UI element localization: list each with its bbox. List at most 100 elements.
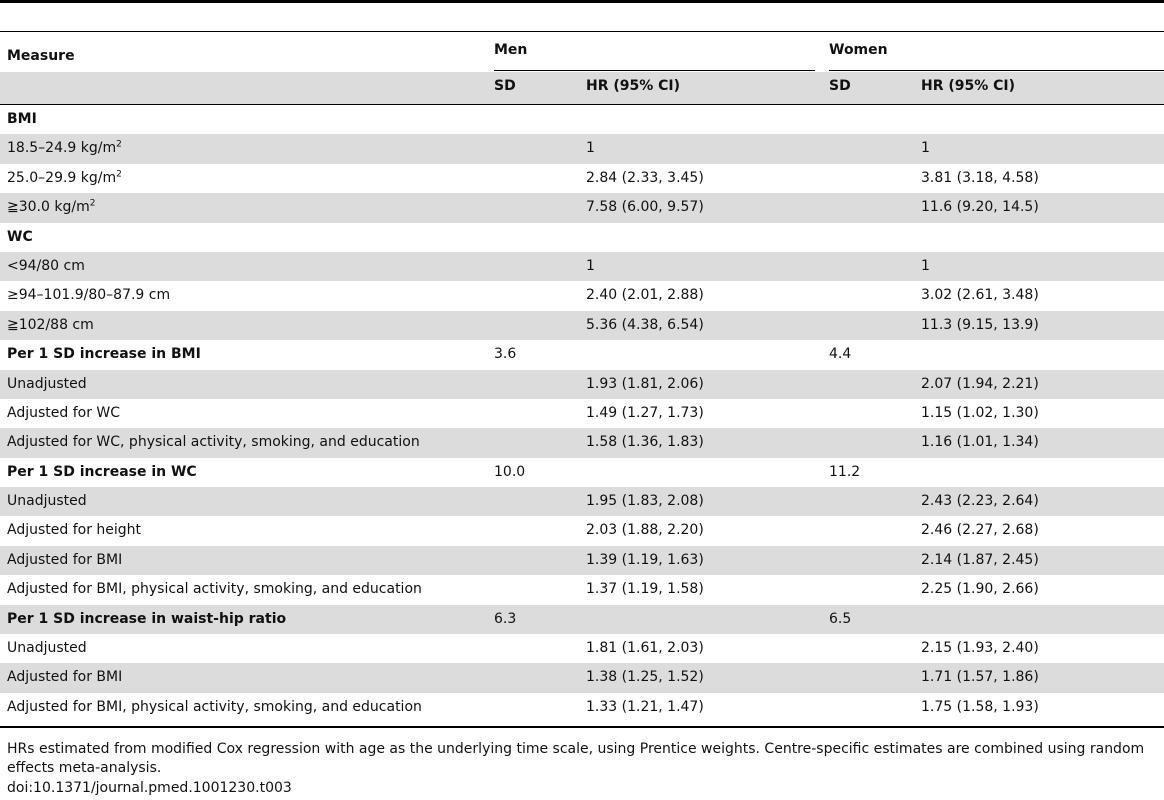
table-row: 25.0–29.9 kg/m2 2.84 (2.33, 3.45) 3.81 (3.… [0, 164, 1164, 193]
row-measure-label: BMI [7, 111, 37, 127]
row-measure-superscript: 2 [89, 198, 96, 209]
row-measure-label: WC [7, 228, 33, 245]
table-row: Per 1 SD increase in BMI 3.6 4.4 [0, 340, 1164, 369]
row-men-sd: 10.0 [494, 463, 526, 480]
row-measure-label: <94/80 cm [7, 257, 85, 274]
row-men-hr: 5.36 (4.38, 6.54) [586, 316, 704, 333]
row-women-hr: 1 [921, 140, 930, 157]
row-measure: Unadjusted [7, 370, 87, 399]
header-rule [0, 31, 1164, 32]
table-row: Unadjusted 1.81 (1.61, 2.03) 2.15 (1.93, 2… [0, 634, 1164, 663]
header-men-hr: HR (95% CI) [586, 78, 681, 94]
row-measure: ≧30.0 kg/m2 [7, 193, 95, 222]
row-men-sd: 3.6 [494, 346, 517, 363]
row-men-hr: 1.33 (1.21, 1.47) [586, 698, 704, 715]
row-men-hr: 2.84 (2.33, 3.45) [586, 169, 704, 186]
table-row: Adjusted for BMI, physical activity, smo… [0, 575, 1164, 604]
row-men-hr: 1 [586, 257, 595, 274]
row-measure: Adjusted for height [7, 516, 141, 545]
row-measure-label: Adjusted for BMI, physical activity, smo… [7, 581, 422, 598]
table-row: BMI [0, 105, 1164, 134]
header-men-sd: SD [494, 78, 516, 94]
row-women-hr: 3.02 (2.61, 3.48) [921, 287, 1039, 304]
row-measure: 18.5–24.9 kg/m2 [7, 134, 122, 163]
row-women-hr: 2.25 (1.90, 2.66) [921, 581, 1039, 598]
table-row: Per 1 SD increase in WC 10.0 11.2 [0, 458, 1164, 487]
row-women-hr: 2.43 (2.23, 2.64) [921, 493, 1039, 510]
row-measure-label: Adjusted for BMI [7, 551, 123, 568]
table-row: Adjusted for WC, physical activity, smok… [0, 428, 1164, 458]
row-measure-label: Adjusted for height [7, 522, 142, 539]
row-measure: Adjusted for BMI, physical activity, smo… [7, 575, 422, 604]
table-row: 18.5–24.9 kg/m2 1 1 [0, 134, 1164, 164]
row-women-hr: 1.16 (1.01, 1.34) [921, 434, 1039, 451]
table-row: Adjusted for BMI, physical activity, smo… [0, 693, 1164, 722]
table-bottom-rule [0, 726, 1164, 728]
row-measure-label: Adjusted for WC [7, 404, 121, 421]
row-women-hr: 1 [921, 257, 930, 274]
row-men-hr: 7.58 (6.00, 9.57) [586, 199, 704, 216]
row-measure-superscript: 2 [116, 169, 122, 180]
row-measure: Adjusted for BMI [7, 663, 122, 692]
table-body: BMI 18.5–24.9 kg/m2 1 1 25.0–29.9 kg/m2 2.84 … [0, 105, 1164, 722]
row-measure-label: Unadjusted [7, 640, 87, 657]
row-men-hr: 1.38 (1.25, 1.52) [586, 669, 704, 686]
header-women-hr: HR (95% CI) [921, 78, 1016, 94]
row-men-hr: 1.95 (1.83, 2.08) [586, 493, 704, 510]
row-measure-label: Per 1 SD increase in WC [7, 463, 197, 480]
row-measure: WC [7, 223, 33, 252]
row-men-hr: 1.58 (1.36, 1.83) [586, 434, 704, 451]
row-measure-label: ≧102/88 cm [7, 316, 94, 333]
row-measure-label: 25.0–29.9 kg/m [7, 169, 117, 186]
row-women-hr: 1.75 (1.58, 1.93) [921, 698, 1039, 715]
row-measure-label: Per 1 SD increase in waist-hip ratio [7, 610, 287, 627]
row-women-hr: 1.71 (1.57, 1.86) [921, 669, 1039, 686]
row-women-hr: 3.81 (3.18, 4.58) [921, 169, 1039, 186]
row-women-hr: 2.15 (1.93, 2.40) [921, 640, 1039, 657]
row-measure: Adjusted for WC, physical activity, smok… [7, 428, 420, 457]
row-women-hr: 2.07 (1.94, 2.21) [921, 375, 1039, 392]
row-measure: BMI [7, 105, 37, 134]
row-measure: Per 1 SD increase in BMI [7, 340, 201, 369]
row-men-sd: 6.3 [494, 610, 517, 627]
table-row: Adjusted for WC 1.49 (1.27, 1.73) 1.15 (1.… [0, 399, 1164, 428]
row-men-hr: 2.40 (2.01, 2.88) [586, 287, 704, 304]
row-men-hr: 1.93 (1.81, 2.06) [586, 375, 704, 392]
row-measure-label: ≥94–101.9/80–87.9 cm [7, 287, 171, 304]
table-row: ≧30.0 kg/m2 7.58 (6.00, 9.57) 11.6 (9.20, … [0, 193, 1164, 223]
table-row: Adjusted for BMI 1.38 (1.25, 1.52) 1.71 (1… [0, 663, 1164, 693]
row-measure-label: Adjusted for BMI, physical activity, smo… [7, 698, 422, 715]
table-top-rule [0, 0, 1164, 3]
row-measure: Adjusted for BMI [7, 546, 122, 575]
row-women-hr: 11.6 (9.20, 14.5) [921, 199, 1039, 216]
header-measure: Measure [7, 48, 75, 64]
row-measure: Adjusted for WC [7, 399, 120, 428]
header-women: Women [829, 42, 888, 58]
header-women-sd: SD [829, 78, 851, 94]
row-measure-label: 18.5–24.9 kg/m [7, 140, 117, 157]
row-measure: ≥94–101.9/80–87.9 cm [7, 281, 170, 310]
row-measure: Unadjusted [7, 634, 87, 663]
row-measure-label: Per 1 SD increase in BMI [7, 346, 201, 363]
table-row: Unadjusted 1.95 (1.83, 2.08) 2.43 (2.23, 2… [0, 487, 1164, 517]
row-measure-label: Adjusted for BMI [7, 669, 123, 686]
row-women-hr: 2.46 (2.27, 2.68) [921, 522, 1039, 539]
row-women-hr: 2.14 (1.87, 2.45) [921, 551, 1039, 568]
row-measure: Per 1 SD increase in WC [7, 458, 197, 487]
row-measure: ≧102/88 cm [7, 311, 94, 340]
row-measure-label: Unadjusted [7, 493, 87, 510]
table-row: ≧102/88 cm 5.36 (4.38, 6.54) 11.3 (9.15, 1… [0, 310, 1164, 341]
row-men-hr: 1.49 (1.27, 1.73) [586, 404, 704, 421]
header-row-groups: Measure Men Women [0, 32, 1164, 72]
row-measure: <94/80 cm [7, 252, 85, 281]
row-measure: Adjusted for BMI, physical activity, smo… [7, 693, 422, 722]
row-measure-label: Adjusted for WC, physical activity, smok… [7, 434, 420, 451]
row-men-hr: 1 [586, 140, 595, 157]
men-group-rule [494, 70, 815, 71]
row-men-hr: 2.03 (1.88, 2.20) [586, 522, 704, 539]
row-women-sd: 4.4 [829, 346, 852, 363]
table-doi: doi:10.1371/journal.pmed.1001230.t003 [7, 780, 292, 796]
row-women-sd: 11.2 [829, 463, 861, 480]
row-measure-superscript: 2 [116, 139, 122, 150]
table-row: <94/80 cm 1 1 [0, 251, 1164, 282]
